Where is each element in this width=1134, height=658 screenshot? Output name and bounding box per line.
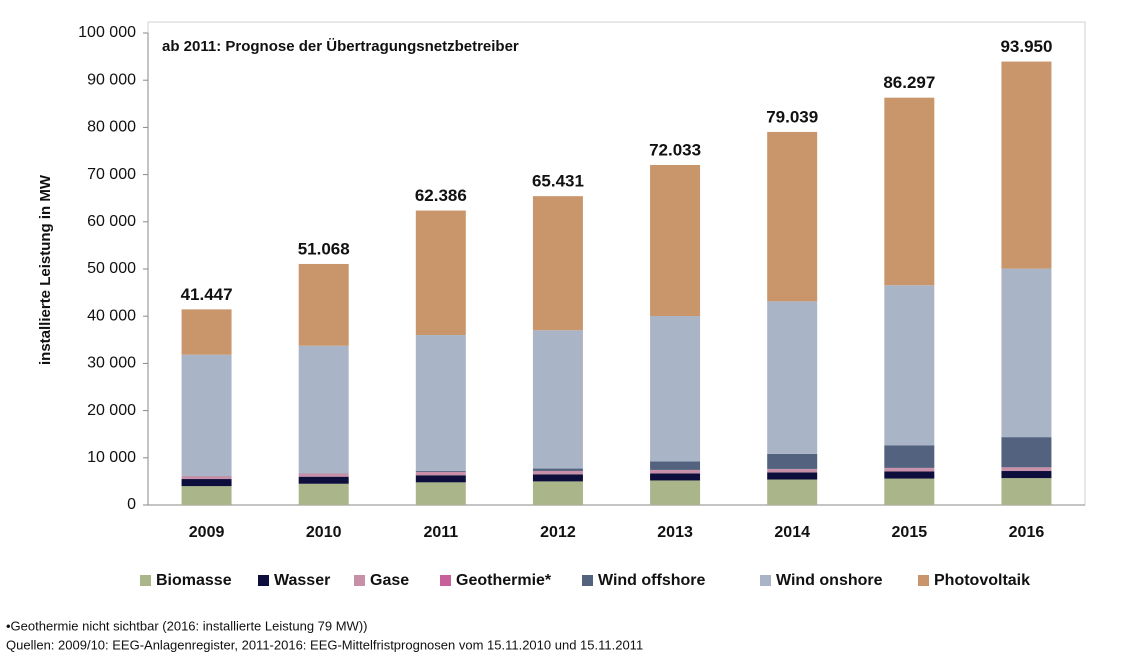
bar-segment (650, 316, 700, 461)
bar-segment (533, 330, 583, 468)
y-tick-label: 60 000 (87, 213, 136, 230)
bar-segment (416, 475, 466, 482)
legend-swatch (582, 575, 593, 586)
total-label: 51.068 (298, 239, 350, 258)
bar-segment (767, 480, 817, 505)
bar-segment (1001, 437, 1051, 467)
bar-segment (182, 486, 232, 505)
y-tick-label: 40 000 (87, 307, 136, 324)
y-tick-label: 90 000 (87, 71, 136, 88)
legend-label: Wind offshore (598, 572, 706, 589)
plot-frame (148, 22, 1085, 505)
bar-segment (299, 484, 349, 505)
bar-segment (533, 474, 583, 481)
total-label: 86.297 (883, 73, 935, 92)
total-label: 62.386 (415, 186, 467, 205)
bar-segment (884, 471, 934, 478)
bar-segment (1001, 269, 1051, 438)
bar-segment (299, 346, 349, 473)
bar-segment (299, 474, 349, 477)
bar-segment (650, 473, 700, 480)
bar-segment (416, 335, 466, 471)
x-tick-label: 2009 (189, 524, 225, 541)
bar-segment (1001, 478, 1051, 505)
bar-segment (416, 471, 466, 472)
y-tick-label: 20 000 (87, 402, 136, 419)
bar-segment (182, 355, 232, 476)
bar-segment (416, 472, 466, 475)
legend-label: Biomasse (156, 572, 232, 589)
bar-segment (650, 470, 700, 473)
x-tick-label: 2016 (1009, 524, 1045, 541)
y-tick-label: 100 000 (78, 24, 136, 41)
legend-swatch (258, 575, 269, 586)
legend-label: Wasser (274, 572, 330, 589)
x-tick-label: 2013 (657, 524, 693, 541)
legend-label: Geothermie* (456, 572, 552, 589)
y-tick-label: 50 000 (87, 260, 136, 277)
bar-segment (767, 472, 817, 479)
bar-segment (182, 479, 232, 486)
y-tick-label: 0 (127, 496, 136, 513)
y-tick-label: 10 000 (87, 449, 136, 466)
bar-segment (182, 309, 232, 354)
bar-segment (299, 264, 349, 346)
y-tick-label: 80 000 (87, 119, 136, 136)
bar-segment (416, 211, 466, 335)
bar-segment (884, 479, 934, 505)
x-tick-label: 2011 (423, 524, 458, 541)
legend-swatch (440, 575, 451, 586)
x-tick-label: 2015 (892, 524, 928, 541)
bar-segment (650, 480, 700, 505)
bar-segment (299, 477, 349, 484)
total-label: 65.431 (532, 172, 584, 191)
legend-label: Gase (370, 572, 409, 589)
total-label: 41.447 (181, 285, 233, 304)
bar-segment (416, 482, 466, 505)
bar-segment (650, 165, 700, 316)
legend-swatch (140, 575, 151, 586)
bar-segment (767, 469, 817, 472)
legend-swatch (354, 575, 365, 586)
bar-segment (767, 132, 817, 301)
y-tick-label: 70 000 (87, 166, 136, 183)
bar-segment (533, 469, 583, 471)
total-label: 72.033 (649, 140, 701, 159)
legend-swatch (918, 575, 929, 586)
total-label: 93.950 (1000, 37, 1052, 56)
bar-segment (1001, 468, 1051, 471)
x-tick-label: 2010 (306, 524, 342, 541)
bar-segment (1001, 62, 1051, 269)
y-axis-label: installierte Leistung in MW (37, 174, 54, 365)
legend-label: Photovoltaik (934, 572, 1030, 589)
legend-label: Wind onshore (776, 572, 883, 589)
bar-segment (182, 476, 232, 479)
footnote: Quellen: 2009/10: EEG-Anlagenregister, 2… (6, 637, 643, 652)
x-tick-label: 2012 (540, 524, 576, 541)
y-tick-label: 30 000 (87, 355, 136, 372)
bar-segment (533, 471, 583, 474)
annotation: ab 2011: Prognose der Übertragungsnetzbe… (162, 38, 519, 55)
bar-segment (884, 285, 934, 445)
bar-segment (650, 461, 700, 469)
total-label: 79.039 (766, 107, 818, 126)
bar-segment (533, 481, 583, 505)
bar-segment (767, 301, 817, 453)
x-tick-label: 2014 (774, 524, 810, 541)
bar-segment (884, 468, 934, 471)
footnote: •Geothermie nicht sichtbar (2016: instal… (6, 618, 368, 633)
bar-segment (767, 454, 817, 469)
legend-swatch (760, 575, 771, 586)
bar-segment (884, 445, 934, 468)
bar-segment (884, 98, 934, 286)
bar-segment (1001, 471, 1051, 478)
bar-segment (533, 196, 583, 330)
